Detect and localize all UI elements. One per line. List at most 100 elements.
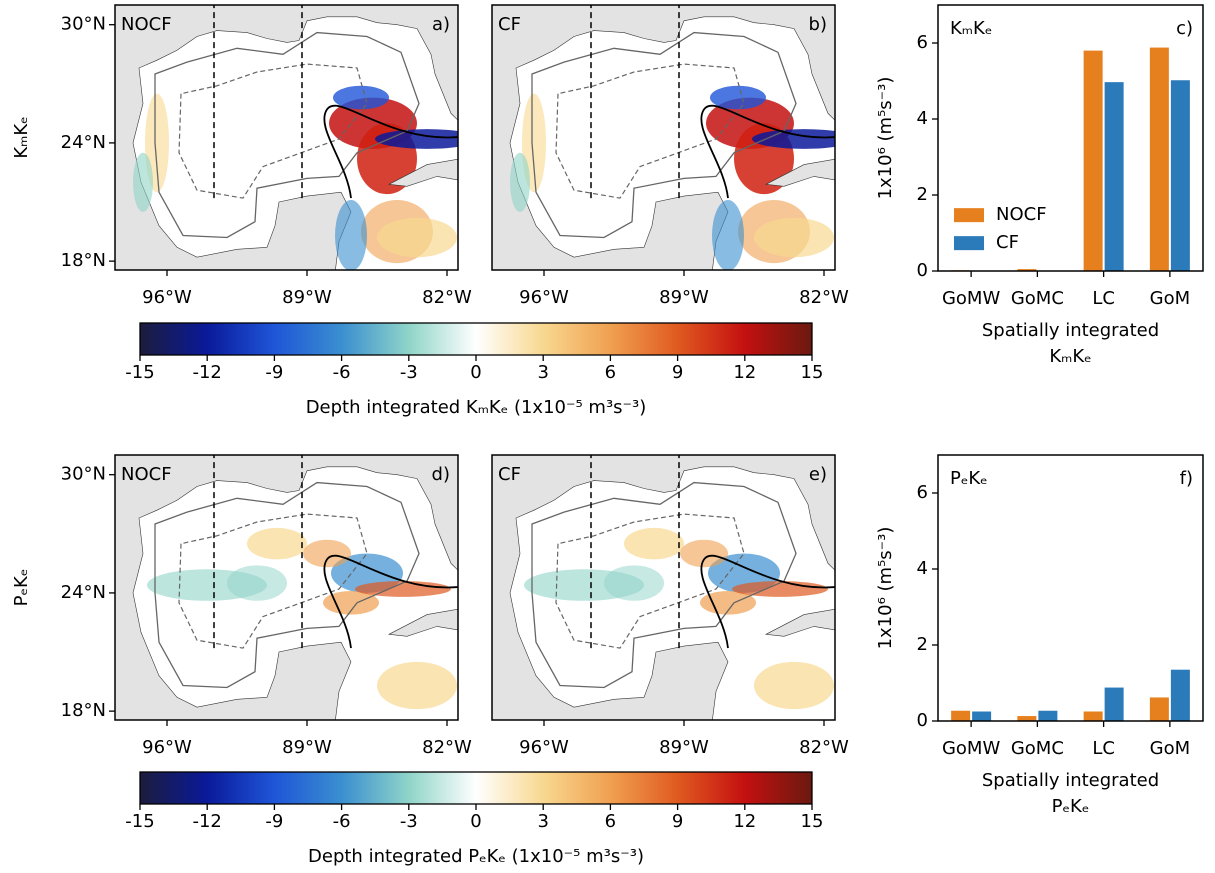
legend-swatch — [954, 208, 984, 223]
colorbar-tick-label: -12 — [192, 362, 221, 383]
colorbar-tick-label: -15 — [125, 811, 154, 832]
bar — [1149, 47, 1169, 272]
axes-frame — [937, 4, 1204, 272]
map-frame — [114, 454, 459, 721]
x-axis-label: Spatially integrated — [982, 770, 1159, 791]
map-title: NOCF — [121, 14, 172, 35]
panel-label: c) — [1176, 18, 1193, 39]
map-frame — [114, 4, 459, 271]
colorbar — [139, 771, 813, 805]
x-tick-label: 96°W — [142, 287, 192, 308]
x-tick-label: 89°W — [282, 737, 332, 758]
legend-label: CF — [996, 232, 1019, 253]
land-cuba — [764, 158, 835, 187]
field-anomaly — [604, 565, 664, 601]
field-anomaly — [710, 85, 766, 110]
field-anomaly — [700, 590, 756, 615]
loop-current — [323, 554, 458, 649]
y-axis-label: KₘKₑ — [11, 116, 32, 158]
x-tick-label: GoM — [1150, 288, 1191, 309]
panel-title: KₘKₑ — [950, 18, 992, 39]
x-tick-label: GoMW — [942, 738, 1000, 759]
colorbar-tick-label: -9 — [265, 811, 283, 832]
isobath-shelf — [154, 31, 420, 239]
colorbar-label: Depth integrated KₘKₑ (1x10⁻⁵ m³s⁻³) — [306, 397, 647, 418]
y-tick-label: 30°N — [61, 464, 106, 485]
y-tick-label: 24°N — [61, 582, 106, 603]
y-tick-label: 4 — [917, 558, 928, 579]
y-tick-label: 30°N — [61, 14, 106, 35]
x-tick-label: 82°W — [422, 737, 472, 758]
map-area — [492, 455, 835, 720]
y-tick-label: 2 — [917, 634, 928, 655]
map-area — [115, 455, 458, 720]
map-title: CF — [498, 14, 521, 35]
x-tick-label: GoMW — [942, 288, 1000, 309]
colorbar-tick-label: 12 — [733, 362, 756, 383]
colorbar-tick-label: 15 — [801, 362, 824, 383]
x-tick-label: 96°W — [142, 737, 192, 758]
field-anomaly — [680, 539, 728, 568]
y-tick-label: 6 — [917, 482, 928, 503]
loop-current — [700, 104, 835, 199]
bar — [951, 710, 971, 721]
axes-frame — [937, 454, 1204, 722]
field-anomaly — [712, 200, 744, 270]
x-tick-label: GoM — [1150, 738, 1191, 759]
field-anomaly — [227, 565, 287, 601]
colorbar-tick-label: 0 — [470, 811, 481, 832]
field-anomaly — [323, 590, 379, 615]
land-cuba — [764, 608, 835, 637]
panel-label: e) — [809, 464, 827, 485]
isobath-shelf — [531, 31, 797, 239]
bar — [1038, 710, 1058, 721]
colorbar-tick-label: -3 — [400, 811, 418, 832]
y-tick-label: 0 — [917, 710, 928, 731]
panel-label: a) — [432, 14, 450, 35]
colorbar-tick-label: -9 — [265, 362, 283, 383]
map-title: NOCF — [121, 464, 172, 485]
panel-label: d) — [432, 464, 450, 485]
bar — [1149, 697, 1169, 721]
field-anomaly — [333, 85, 389, 110]
x-axis-label: KₘKₑ — [1049, 346, 1091, 367]
field-anomaly — [754, 217, 834, 258]
bar — [972, 711, 992, 721]
x-axis-label: PₑKₑ — [1052, 796, 1090, 817]
x-tick-label: 89°W — [282, 287, 332, 308]
x-tick-label: 82°W — [422, 287, 472, 308]
isobath-shelf — [531, 481, 797, 689]
field-anomaly — [377, 217, 457, 258]
panel-title: PₑKₑ — [950, 468, 988, 489]
x-tick-label: 96°W — [519, 737, 569, 758]
isobath-deep — [178, 513, 368, 649]
colorbar-tick-label: -6 — [333, 811, 351, 832]
isobath-deep — [555, 63, 745, 199]
y-tick-label: 4 — [917, 108, 928, 129]
y-tick-label: 24°N — [61, 132, 106, 153]
isobath-shelf — [154, 481, 420, 689]
legend-label: NOCF — [996, 204, 1047, 225]
panel-label: f) — [1180, 468, 1193, 489]
map-area — [492, 5, 835, 270]
bar — [1170, 669, 1190, 721]
field-anomaly — [303, 539, 351, 568]
field-anomaly — [754, 661, 834, 710]
map-area — [115, 5, 458, 270]
colorbar-tick-label: 15 — [801, 811, 824, 832]
colorbar-tick-label: 3 — [537, 362, 548, 383]
colorbar — [139, 322, 813, 356]
panel-label: b) — [809, 14, 827, 35]
x-tick-label: 82°W — [799, 737, 849, 758]
land-cuba — [387, 158, 458, 187]
y-tick-label: 18°N — [61, 250, 106, 271]
field-anomaly — [247, 527, 307, 560]
x-tick-label: 89°W — [659, 287, 709, 308]
x-tick-label: LC — [1092, 288, 1115, 309]
colorbar-tick-label: 6 — [605, 362, 616, 383]
colorbar-label: Depth integrated PₑKₑ (1x10⁻⁵ m³s⁻³) — [308, 846, 644, 867]
isobath-deep — [178, 63, 368, 199]
bar — [1104, 687, 1124, 721]
y-tick-label: 2 — [917, 184, 928, 205]
colorbar-tick-label: -3 — [400, 362, 418, 383]
